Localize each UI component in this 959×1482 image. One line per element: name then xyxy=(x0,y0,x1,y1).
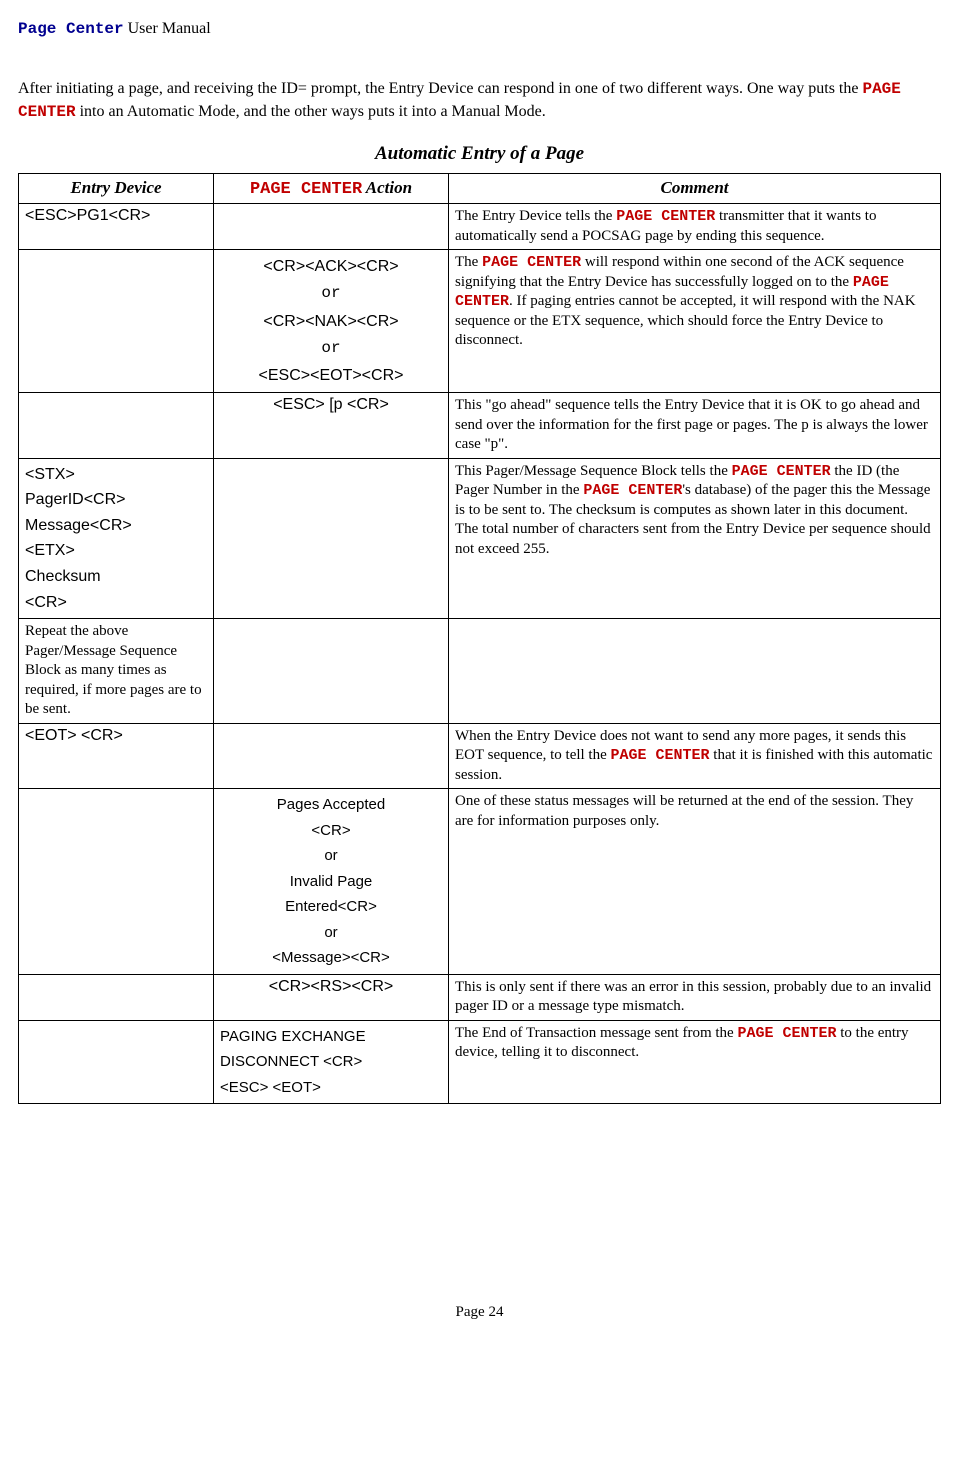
comment-cell: This is only sent if there was an error … xyxy=(449,974,941,1020)
section-title: Automatic Entry of a Page xyxy=(18,143,941,165)
action-line: PAGING EXCHANGE xyxy=(220,1024,442,1050)
product-mention: PAGE CENTER xyxy=(583,482,682,499)
document-header: Page Center User Manual xyxy=(18,20,941,38)
intro-text-a: After initiating a page, and receiving t… xyxy=(18,80,862,97)
table-row: <ESC> [p <CR> This "go ahead" sequence t… xyxy=(19,393,941,459)
protocol-table: Entry Device PAGE CENTER Action Comment … xyxy=(18,173,941,1104)
action-line: <Message><CR> xyxy=(220,945,442,971)
entry-line: PagerID<CR> xyxy=(25,487,207,513)
page-number: Page 24 xyxy=(18,1304,941,1321)
action-line: Invalid Page xyxy=(220,869,442,895)
entry-cell xyxy=(19,250,214,393)
comment-text: . If paging entries cannot be accepted, … xyxy=(455,293,916,348)
action-cell: PAGING EXCHANGE DISCONNECT <CR> <ESC> <E… xyxy=(214,1020,449,1104)
header-suffix: User Manual xyxy=(124,20,211,37)
action-or: or xyxy=(220,920,442,946)
entry-cell: <EOT> <CR> xyxy=(19,723,214,789)
table-row: <CR><RS><CR> This is only sent if there … xyxy=(19,974,941,1020)
entry-cell: <STX> PagerID<CR> Message<CR> <ETX> Chec… xyxy=(19,458,214,619)
comment-cell: One of these status messages will be ret… xyxy=(449,789,941,975)
comment-cell: This "go ahead" sequence tells the Entry… xyxy=(449,393,941,459)
product-mention: PAGE CENTER xyxy=(611,747,710,764)
action-cell xyxy=(214,458,449,619)
entry-cell xyxy=(19,393,214,459)
action-cell xyxy=(214,723,449,789)
table-row: PAGING EXCHANGE DISCONNECT <CR> <ESC> <E… xyxy=(19,1020,941,1104)
product-mention: PAGE CENTER xyxy=(737,1025,836,1042)
entry-line: <ETX> xyxy=(25,538,207,564)
entry-line: <CR> xyxy=(25,590,207,616)
comment-cell: The PAGE CENTER will respond within one … xyxy=(449,250,941,393)
table-row: <STX> PagerID<CR> Message<CR> <ETX> Chec… xyxy=(19,458,941,619)
product-mention: PAGE CENTER xyxy=(732,463,831,480)
action-cell: Pages Accepted <CR> or Invalid Page Ente… xyxy=(214,789,449,975)
action-or: or xyxy=(220,280,442,307)
table-row: <ESC>PG1<CR> The Entry Device tells the … xyxy=(19,204,941,250)
comment-text: The End of Transaction message sent from… xyxy=(455,1025,737,1041)
entry-cell xyxy=(19,789,214,975)
comment-cell: The End of Transaction message sent from… xyxy=(449,1020,941,1104)
action-cell: <ESC> [p <CR> xyxy=(214,393,449,459)
comment-cell: This Pager/Message Sequence Block tells … xyxy=(449,458,941,619)
action-cell: <CR><RS><CR> xyxy=(214,974,449,1020)
comment-text: The Entry Device tells the xyxy=(455,208,616,224)
action-line: <CR><NAK><CR> xyxy=(220,308,442,335)
action-or: or xyxy=(220,335,442,362)
comment-text: This Pager/Message Sequence Block tells … xyxy=(455,463,732,479)
action-line: Pages Accepted xyxy=(220,792,442,818)
action-line: <CR> xyxy=(220,818,442,844)
entry-line: <STX> xyxy=(25,462,207,488)
action-line: <ESC><EOT><CR> xyxy=(220,362,442,389)
intro-text-b: into an Automatic Mode, and the other wa… xyxy=(76,103,546,120)
header-entry-device: Entry Device xyxy=(19,174,214,204)
entry-line: Message<CR> xyxy=(25,513,207,539)
entry-cell: Repeat the above Pager/Message Sequence … xyxy=(19,619,214,724)
product-mention: PAGE CENTER xyxy=(616,208,715,225)
comment-cell: When the Entry Device does not want to s… xyxy=(449,723,941,789)
table-row: <EOT> <CR> When the Entry Device does no… xyxy=(19,723,941,789)
header-comment: Comment xyxy=(449,174,941,204)
comment-cell: The Entry Device tells the PAGE CENTER t… xyxy=(449,204,941,250)
action-line: DISCONNECT <CR> xyxy=(220,1049,442,1075)
action-line: Entered<CR> xyxy=(220,894,442,920)
entry-cell xyxy=(19,1020,214,1104)
action-cell: <CR><ACK><CR> or <CR><NAK><CR> or <ESC><… xyxy=(214,250,449,393)
action-or: or xyxy=(220,843,442,869)
action-line: <CR><ACK><CR> xyxy=(220,253,442,280)
entry-cell: <ESC>PG1<CR> xyxy=(19,204,214,250)
product-mention: PAGE CENTER xyxy=(482,254,581,271)
action-cell xyxy=(214,204,449,250)
action-line: <ESC> <EOT> xyxy=(220,1075,442,1101)
entry-cell xyxy=(19,974,214,1020)
comment-text: The xyxy=(455,254,482,270)
header-action-suffix: Action xyxy=(362,178,412,197)
comment-cell xyxy=(449,619,941,724)
table-row: <CR><ACK><CR> or <CR><NAK><CR> or <ESC><… xyxy=(19,250,941,393)
header-action: PAGE CENTER Action xyxy=(214,174,449,204)
intro-paragraph: After initiating a page, and receiving t… xyxy=(18,78,941,123)
table-row: Pages Accepted <CR> or Invalid Page Ente… xyxy=(19,789,941,975)
action-cell xyxy=(214,619,449,724)
entry-line: Checksum xyxy=(25,564,207,590)
header-action-product: PAGE CENTER xyxy=(250,180,362,199)
product-name: Page Center xyxy=(18,20,124,38)
table-header-row: Entry Device PAGE CENTER Action Comment xyxy=(19,174,941,204)
table-row: Repeat the above Pager/Message Sequence … xyxy=(19,619,941,724)
